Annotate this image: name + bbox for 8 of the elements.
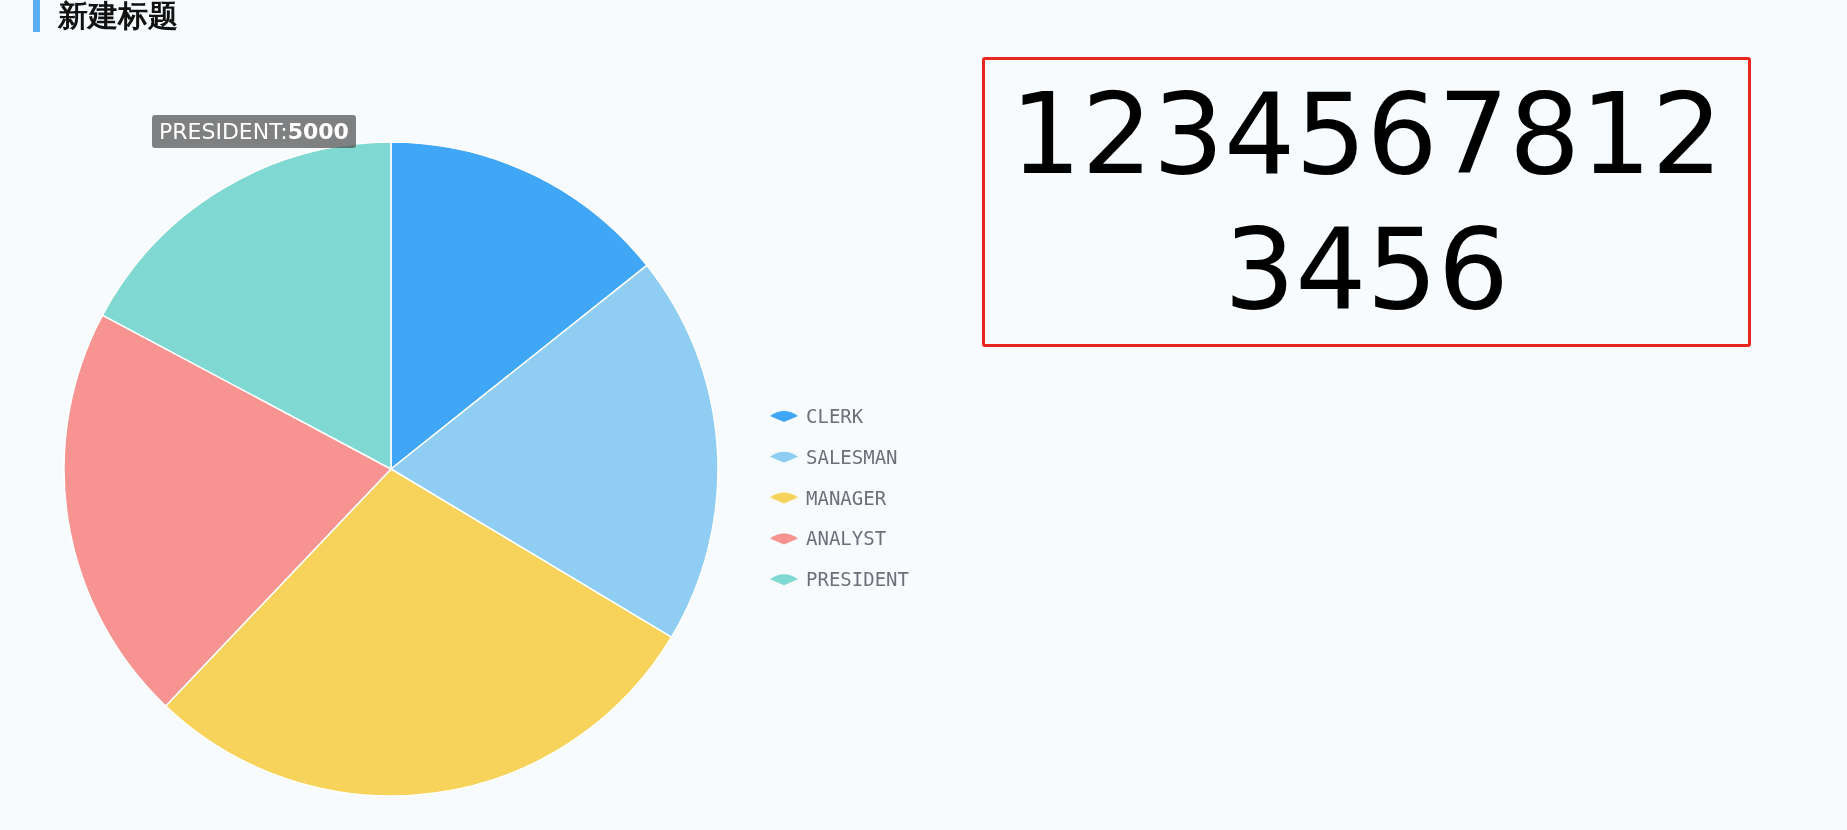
legend-label: PRESIDENT [806, 568, 909, 591]
legend-label: SALESMAN [806, 445, 898, 468]
legend-label: CLERK [806, 405, 864, 427]
text: PRESIDENT:5000 [152, 115, 356, 148]
chart-title: 新建标题 [58, 0, 178, 35]
text: 12345678123456 [1009, 68, 1724, 336]
legend-label: MANAGER [806, 486, 887, 509]
legend-label: ANALYST [806, 527, 887, 550]
